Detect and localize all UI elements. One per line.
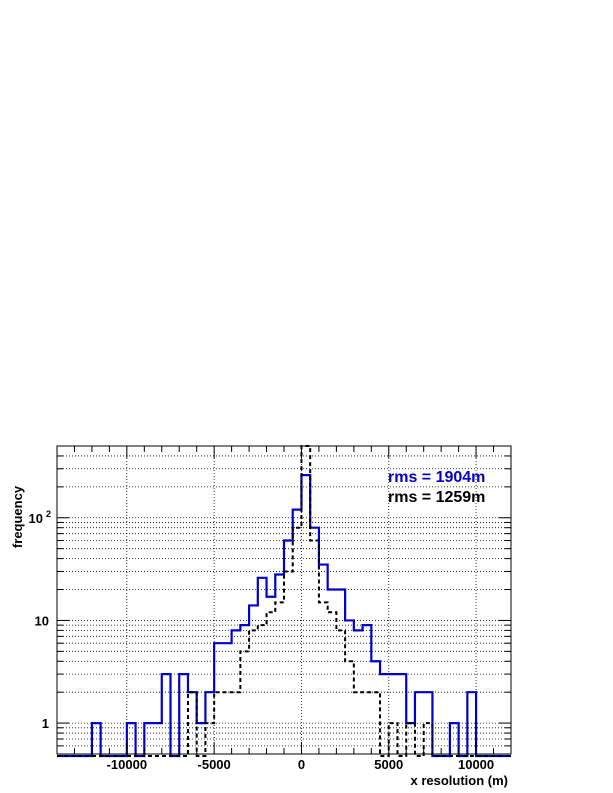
x-tick-label: -5000 bbox=[198, 757, 231, 772]
x-tick-label: 10000 bbox=[458, 757, 494, 772]
rms-annotation-black: rms = 1259m bbox=[388, 489, 485, 506]
histogram-line-dashed bbox=[57, 445, 511, 757]
histogram-line-blue bbox=[57, 474, 511, 758]
x-tick-label: 5000 bbox=[374, 757, 403, 772]
y-tick-label: 10 bbox=[35, 613, 49, 628]
rms-annotation-blue: rms = 1904m bbox=[388, 469, 485, 486]
axis-ticks bbox=[56, 445, 512, 755]
histogram-series bbox=[57, 445, 511, 758]
y-axis-title: frequency bbox=[10, 485, 25, 548]
y-tick-label: 1 bbox=[42, 716, 49, 731]
x-tick-label: -10000 bbox=[107, 757, 147, 772]
y-tick-exponent: 2 bbox=[46, 509, 51, 519]
y-tick-label: 10 bbox=[29, 511, 43, 526]
x-tick-label: 0 bbox=[298, 757, 305, 772]
x-axis-title: x resolution (m) bbox=[410, 773, 508, 788]
